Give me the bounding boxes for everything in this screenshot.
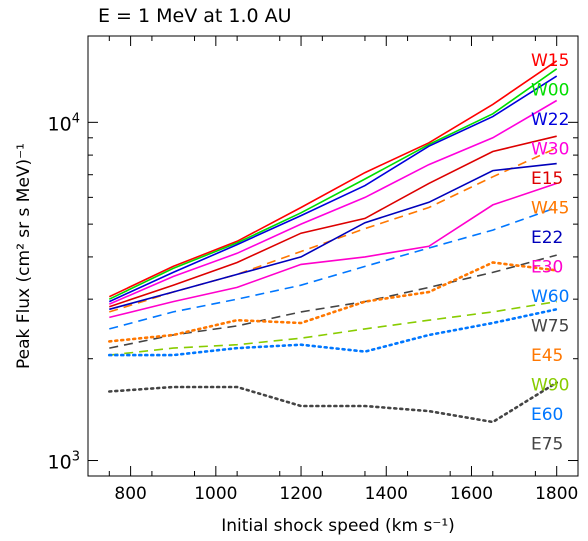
legend-entry-w90: W90	[531, 376, 569, 396]
x-tick-label: 800	[114, 484, 146, 504]
legend-entry-e22: E22	[531, 228, 563, 248]
legend-entry-e45: E45	[531, 346, 563, 366]
series-line-e60	[108, 307, 559, 357]
legend-entry-w30: W30	[531, 140, 569, 160]
axis-layer: 800 1000 1200 1400 1600 1800 103 104	[48, 36, 578, 504]
series-line-e22	[109, 162, 557, 311]
series-line-w60	[109, 206, 557, 330]
series-line-e45	[108, 261, 559, 343]
y-tick-label: 103	[48, 450, 80, 474]
legend-entry-e75: E75	[531, 435, 563, 455]
legend-entry-w00: W00	[531, 81, 569, 101]
legend-entry-w45: W45	[531, 199, 569, 219]
legend-entry-e15: E15	[531, 169, 563, 189]
series-line-w22	[108, 75, 558, 303]
x-axis-label: Initial shock speed (km s⁻¹)	[221, 516, 455, 536]
x-tick-label: 1600	[450, 484, 493, 504]
series-layer	[108, 60, 559, 424]
y-tick-label: 104	[48, 111, 80, 135]
legend-entry-w75: W75	[531, 317, 569, 337]
series-line-e15	[109, 135, 557, 308]
series-line-w15	[108, 60, 558, 298]
legend-entry-e30: E30	[531, 258, 563, 278]
series-line-w75	[109, 254, 557, 349]
x-tick-label: 1000	[194, 484, 237, 504]
chart-title: E = 1 MeV at 1.0 AU	[98, 5, 292, 27]
legend-entry-e60: E60	[531, 405, 563, 425]
x-tick-label: 1200	[279, 484, 322, 504]
plot-frame	[87, 35, 579, 477]
x-tick-label: 1400	[365, 484, 408, 504]
x-tick-label: 1800	[535, 484, 578, 504]
series-line-w30	[108, 99, 558, 305]
legend-entry-w15: W15	[531, 51, 569, 71]
series-line-w00	[108, 68, 558, 300]
legend-entry-w60: W60	[531, 287, 569, 307]
series-line-w90	[109, 300, 557, 356]
series-line-e75	[108, 381, 559, 424]
series-line-e30	[109, 182, 557, 319]
legend: W15 W00 W22 W30 E15 W45 E22 E30 W60 W75 E45 W90 E60 E…	[531, 51, 569, 455]
y-axis-label: Peak Flux (cm² sr s MeV)⁻¹	[14, 143, 34, 369]
legend-entry-w22: W22	[531, 110, 569, 130]
